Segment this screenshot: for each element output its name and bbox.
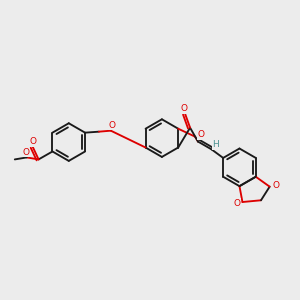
Text: O: O <box>234 199 241 208</box>
Text: O: O <box>22 148 29 157</box>
Text: O: O <box>181 104 188 113</box>
Text: O: O <box>272 181 279 190</box>
Text: O: O <box>108 121 115 130</box>
Text: O: O <box>29 137 36 146</box>
Text: O: O <box>197 130 205 139</box>
Text: H: H <box>212 140 219 149</box>
